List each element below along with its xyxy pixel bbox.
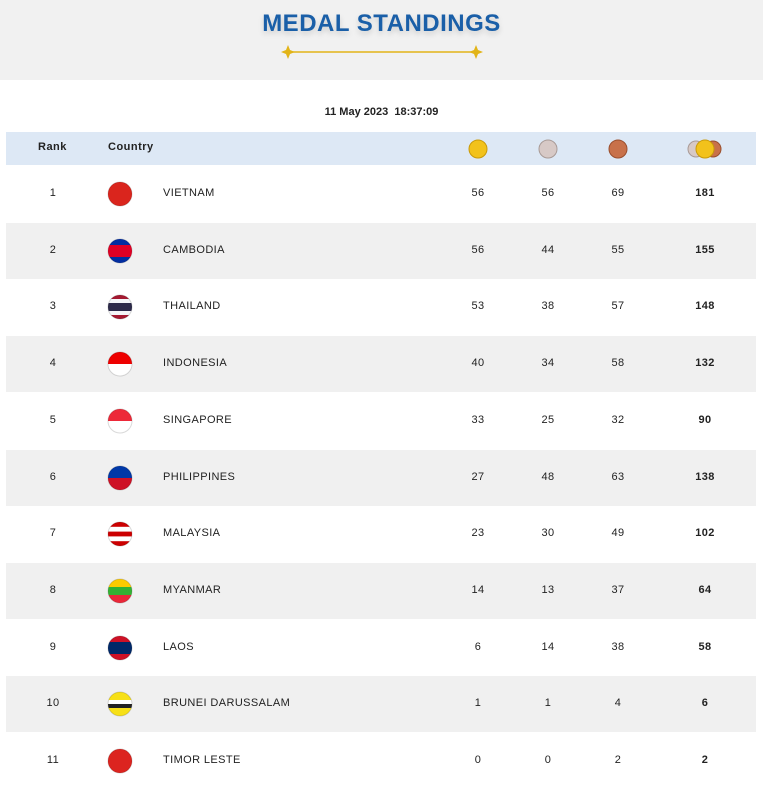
silver-count: 14 [541, 640, 555, 653]
gold-count: 14 [471, 583, 485, 596]
column-header: Rank [38, 141, 67, 153]
country-flag [107, 578, 133, 604]
silver-count: 56 [541, 187, 555, 199]
country-flag [107, 521, 133, 547]
rank: 10 [46, 697, 60, 710]
bronze-count: 63 [611, 470, 625, 483]
rank: 11 [46, 754, 60, 766]
country-name: TIMOR LESTE [163, 754, 241, 766]
country-name: SINGAPORE [163, 413, 233, 426]
total-count: 155 [695, 243, 715, 256]
bronze-count: 58 [611, 357, 625, 370]
country-name: MALAYSIA [163, 527, 221, 540]
total-count: 58 [698, 640, 712, 653]
country-name: THAILAND [163, 300, 221, 313]
silver-count: 25 [541, 413, 555, 426]
silver-count: 44 [541, 243, 555, 256]
country-flag [107, 691, 133, 717]
country-name: BRUNEI DARUSSALAM [163, 697, 291, 710]
total-count: 102 [695, 527, 715, 540]
country-name: INDONESIA [163, 357, 228, 370]
column-header: Country [108, 141, 154, 153]
gold-count: 56 [471, 243, 485, 256]
silver-count: 13 [541, 583, 555, 596]
silver-count: 48 [541, 470, 555, 483]
rank: 3 [49, 300, 57, 313]
rank: 6 [49, 470, 57, 483]
bronze-count: 49 [611, 527, 625, 540]
page-title: MEDAL STANDINGS [262, 10, 501, 37]
gold-count: 1 [474, 697, 482, 710]
gold-count: 40 [471, 357, 485, 370]
country-name: CAMBODIA [163, 243, 225, 256]
country-name: LAOS [163, 640, 194, 653]
table-header [6, 132, 756, 165]
country-flag [107, 748, 133, 774]
country-flag [107, 351, 133, 377]
total-count: 6 [701, 697, 709, 710]
bronze-count: 32 [611, 413, 625, 426]
rank: 9 [49, 640, 57, 653]
bronze-count: 2 [614, 754, 622, 766]
silver-count: 30 [541, 527, 555, 540]
header: MEDAL STANDINGS [0, 0, 763, 80]
medal-icons [468, 139, 722, 159]
country-name: VIETNAM [163, 187, 215, 199]
total-count: 181 [695, 187, 715, 199]
rank: 7 [49, 527, 57, 540]
bronze-count: 4 [614, 697, 622, 710]
bronze-count: 37 [611, 583, 625, 596]
silver-count: 38 [541, 300, 555, 313]
rank: 4 [49, 357, 57, 370]
rank: 5 [49, 413, 57, 426]
bronze-count: 55 [611, 243, 625, 256]
silver-count: 34 [541, 357, 555, 370]
country-flag [107, 635, 133, 661]
gold-count: 23 [471, 527, 485, 540]
bronze-count: 57 [611, 300, 625, 313]
rank: 1 [49, 187, 57, 199]
total-count: 132 [695, 357, 715, 370]
total-count: 90 [698, 413, 712, 426]
gold-count: 27 [471, 470, 485, 483]
gold-count: 56 [471, 187, 485, 199]
bronze-count: 38 [611, 640, 625, 653]
country-flag [107, 238, 133, 264]
total-count: 64 [698, 583, 712, 596]
gold-count: 33 [471, 413, 485, 426]
silver-count: 1 [544, 697, 552, 710]
country-flag [107, 465, 133, 490]
gold-count: 53 [471, 300, 485, 313]
rank: 2 [49, 243, 57, 256]
bronze-count: 69 [611, 187, 625, 199]
gold-count: 0 [474, 754, 482, 766]
country-flag [107, 294, 133, 320]
total-count: 138 [695, 470, 715, 483]
title-decoration [281, 45, 483, 59]
country-flag [107, 408, 133, 434]
country-name: MYANMAR [163, 583, 222, 596]
country-name: PHILIPPINES [163, 470, 236, 483]
silver-count: 0 [544, 754, 552, 766]
total-count: 2 [701, 754, 709, 766]
gold-count: 6 [474, 640, 482, 653]
country-flag [107, 181, 133, 207]
rank: 8 [49, 583, 57, 596]
total-count: 148 [695, 300, 715, 313]
timestamp: 11 May 2023 18:37:09 [324, 106, 439, 118]
